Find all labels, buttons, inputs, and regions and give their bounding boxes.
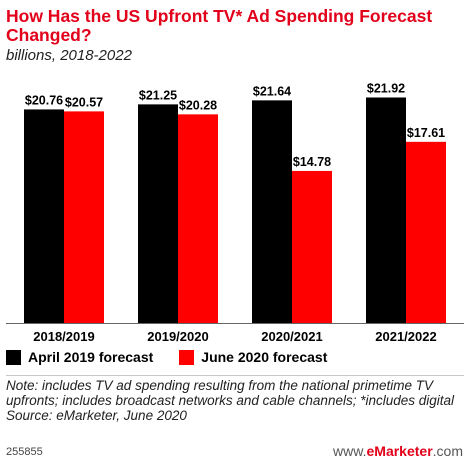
bar-june-2020-forecast-1 bbox=[64, 111, 104, 323]
note-text: Note: includes TV ad spending resulting … bbox=[6, 378, 455, 408]
brand-suffix: .com bbox=[432, 443, 463, 459]
data-label-april-2019-forecast-3: $21.64 bbox=[253, 84, 291, 98]
x-tick-label-3: 2020/2021 bbox=[261, 329, 322, 344]
data-label-june-2020-forecast-4: $17.61 bbox=[407, 126, 445, 140]
data-label-june-2020-forecast-2: $20.28 bbox=[179, 98, 217, 112]
bar-april-2019-forecast-3 bbox=[252, 100, 292, 323]
brand-prefix: www. bbox=[333, 443, 367, 459]
data-label-june-2020-forecast-1: $20.57 bbox=[65, 95, 103, 109]
legend-item-june-2020: June 2020 forecast bbox=[179, 349, 327, 365]
data-label-april-2019-forecast-1: $20.76 bbox=[25, 93, 63, 107]
legend-swatch-april-2019 bbox=[6, 349, 21, 365]
chart-subtitle: billions, 2018-2022 bbox=[6, 47, 132, 64]
x-tick-label-4: 2021/2022 bbox=[375, 329, 436, 344]
chart-note: Note: includes TV ad spending resulting … bbox=[6, 378, 464, 423]
x-tick-label-2: 2019/2020 bbox=[147, 329, 208, 344]
legend-label-june-2020: June 2020 forecast bbox=[201, 349, 328, 365]
data-label-june-2020-forecast-3: $14.78 bbox=[293, 155, 331, 169]
bar-june-2020-forecast-3 bbox=[292, 170, 332, 323]
bar-april-2019-forecast-4 bbox=[366, 97, 406, 323]
chart-title: How Has the US Upfront TV* Ad Spending F… bbox=[6, 6, 433, 45]
divider bbox=[6, 375, 464, 376]
emarketer-logo[interactable]: www.eMarketer.com bbox=[333, 443, 463, 459]
bar-june-2020-forecast-2 bbox=[178, 114, 218, 324]
source-text: Source: eMarketer, June 2020 bbox=[6, 408, 187, 423]
chart-id: 255855 bbox=[6, 446, 43, 458]
legend-label-april-2019: April 2019 forecast bbox=[28, 349, 154, 365]
legend-swatch-june-2020 bbox=[179, 349, 195, 365]
data-label-april-2019-forecast-4: $21.92 bbox=[367, 81, 405, 95]
bar-april-2019-forecast-2 bbox=[138, 104, 178, 323]
bar-april-2019-forecast-1 bbox=[24, 109, 64, 323]
bar-june-2020-forecast-4 bbox=[406, 141, 446, 323]
legend-item-april-2019: April 2019 forecast bbox=[6, 349, 153, 365]
bar-chart: $20.76 $20.57 2018/2019 $21.25$20.28 2019/20… bbox=[6, 81, 464, 344]
legend: April 2019 forecast June 2020 forecast bbox=[6, 349, 353, 365]
x-tick-label-1: 2018/2019 bbox=[33, 329, 94, 344]
brand-name: eMarketer bbox=[366, 443, 433, 459]
data-label-april-2019-forecast-2: $21.25 bbox=[139, 88, 177, 102]
